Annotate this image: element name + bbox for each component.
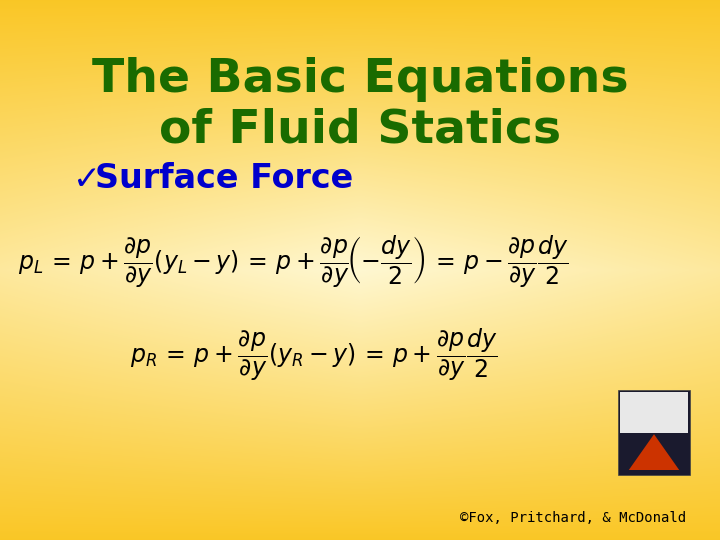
Text: ©Fox, Pritchard, & McDonald: ©Fox, Pritchard, & McDonald bbox=[460, 511, 686, 525]
Text: The Basic Equations: The Basic Equations bbox=[91, 57, 629, 103]
Bar bbox=[620, 392, 688, 433]
Text: $\checkmark$: $\checkmark$ bbox=[72, 161, 96, 194]
Polygon shape bbox=[629, 434, 679, 470]
Text: $p_L \, = \, p + \dfrac{\partial p}{\partial y}(y_L - y) \, = \, p + \dfrac{\par: $p_L \, = \, p + \dfrac{\partial p}{\par… bbox=[18, 234, 569, 290]
Text: Surface Force: Surface Force bbox=[95, 161, 354, 194]
Bar bbox=[618, 390, 690, 475]
Text: of Fluid Statics: of Fluid Statics bbox=[159, 107, 561, 152]
Text: $p_R \, = \, p + \dfrac{\partial p}{\partial y}(y_R - y) \, = \, p + \dfrac{\par: $p_R \, = \, p + \dfrac{\partial p}{\par… bbox=[130, 327, 498, 383]
